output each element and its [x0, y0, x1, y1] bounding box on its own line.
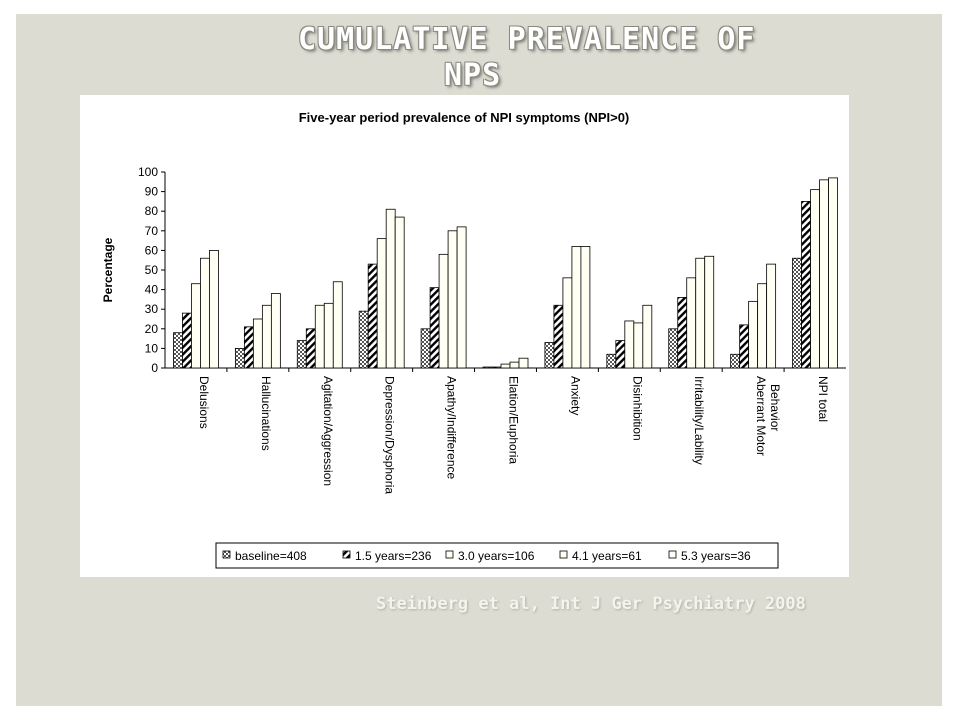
- x-category-label: Aberrant MotorBehavior: [754, 376, 782, 456]
- y-tick-label: 30: [145, 302, 159, 316]
- bar-11-series-1: [792, 257, 802, 369]
- bar-8-series-1: [606, 353, 617, 369]
- bar-4-series-4: [385, 208, 396, 369]
- bar-10-series-3: [748, 300, 759, 369]
- bar-2-series-3: [252, 318, 263, 369]
- bar-6-series-5: [518, 357, 529, 369]
- legend-label-5: 5.3 years=36: [681, 549, 751, 563]
- y-tick-label: 80: [145, 204, 159, 218]
- bar-4-series-5: [394, 216, 405, 369]
- chart-title: Five-year period prevalence of NPI sympt…: [299, 110, 630, 125]
- slide-title-line1: CUMULATIVE PREVALENCE OF: [298, 22, 756, 57]
- bar-10-series-1: [730, 353, 741, 369]
- legend-swatch-2: [342, 550, 351, 559]
- bar-7-series-1: [544, 342, 555, 369]
- bar-2-series-5: [270, 293, 281, 369]
- y-tick-label: 40: [145, 283, 159, 297]
- x-category-label: Depression/Dysphoria: [383, 376, 397, 494]
- bar-11-series-2: [801, 201, 811, 369]
- slide-title-line2: NPS: [444, 58, 502, 93]
- legend-swatch-4: [559, 550, 568, 559]
- y-tick-label: 60: [145, 243, 159, 257]
- bar-9-series-5: [704, 255, 715, 369]
- bar-11-series-5: [828, 177, 838, 369]
- bar-7-series-3: [562, 277, 573, 369]
- x-category-label: Delusions: [197, 376, 211, 429]
- x-category-label: Agitation/Aggression: [321, 376, 335, 486]
- citation-text: Steinberg et al, Int J Ger Psychiatry 20…: [376, 594, 806, 614]
- bar-9-series-4: [695, 257, 706, 369]
- bar-1-series-2: [182, 312, 192, 369]
- bar-5-series-1: [420, 328, 431, 369]
- bar-3-series-1: [296, 340, 307, 369]
- y-tick-label: 20: [145, 322, 159, 336]
- bar-3-series-5: [332, 281, 343, 369]
- chart-panel: Five-year period prevalence of NPI sympt…: [80, 95, 849, 577]
- bar-7-series-2: [553, 304, 564, 369]
- legend-swatch-3: [445, 550, 454, 559]
- x-category-label: Irritability/Lability: [692, 376, 706, 465]
- bar-5-series-4: [447, 230, 458, 369]
- bar-4-series-1: [358, 310, 369, 369]
- x-category-label: Apathy/Indifference: [445, 376, 459, 480]
- legend-label-1: baseline=408: [235, 549, 307, 563]
- bar-3-series-2: [305, 328, 316, 369]
- bar-2-series-2: [243, 326, 254, 369]
- bar-1-series-5: [209, 249, 219, 369]
- x-category-label-line: Behavior: [768, 384, 782, 431]
- bar-6-series-4: [509, 361, 520, 369]
- y-tick-label: 70: [145, 224, 159, 238]
- bar-5-series-3: [438, 253, 449, 369]
- bar-9-series-3: [686, 277, 697, 369]
- bar-5-series-5: [456, 226, 467, 369]
- bar-6-series-1: [482, 366, 493, 369]
- y-tick-label: 100: [138, 165, 158, 179]
- bar-2-series-1: [234, 347, 245, 369]
- bar-11-series-4: [819, 179, 829, 369]
- bar-5-series-2: [429, 287, 440, 369]
- y-tick-label: 0: [151, 361, 158, 375]
- y-axis-label: Percentage: [101, 237, 115, 302]
- bar-10-series-5: [766, 263, 777, 369]
- bar-3-series-4: [323, 302, 334, 369]
- bar-8-series-3: [624, 320, 635, 369]
- legend-label-4: 4.1 years=61: [572, 549, 642, 563]
- x-category-label-line: Aberrant Motor: [754, 376, 768, 456]
- x-category-label: Hallucinations: [259, 376, 273, 451]
- bar-7-series-5: [580, 246, 591, 369]
- bar-8-series-5: [642, 304, 653, 369]
- legend-swatch-1: [222, 550, 231, 559]
- legend-label-3: 3.0 years=106: [458, 549, 535, 563]
- x-category-label: Elation/Euphoria: [507, 376, 521, 464]
- prevalence-bar-chart: Five-year period prevalence of NPI sympt…: [101, 110, 846, 569]
- y-tick-label: 10: [145, 341, 159, 355]
- x-category-label: Disinhibition: [630, 376, 644, 441]
- bar-8-series-2: [615, 340, 626, 369]
- bar-2-series-4: [261, 304, 272, 369]
- bar-1-series-3: [191, 283, 201, 369]
- bar-4-series-3: [376, 238, 387, 369]
- bar-4-series-2: [367, 263, 378, 369]
- bar-8-series-4: [633, 322, 644, 369]
- legend-swatch-5: [668, 550, 677, 559]
- x-category-label: Anxiety: [568, 376, 582, 415]
- y-tick-label: 50: [145, 263, 159, 277]
- bar-10-series-4: [757, 283, 768, 369]
- legend-label-2: 1.5 years=236: [355, 549, 432, 563]
- x-category-label: NPI total: [816, 376, 830, 422]
- bar-1-series-4: [200, 257, 210, 369]
- bar-1-series-1: [173, 332, 183, 369]
- bar-9-series-2: [677, 297, 688, 369]
- bar-11-series-3: [810, 189, 820, 369]
- y-tick-label: 90: [145, 185, 159, 199]
- legend-box: [215, 542, 779, 569]
- bar-10-series-2: [739, 324, 750, 369]
- bar-6-series-2: [491, 366, 502, 369]
- bar-7-series-4: [571, 246, 582, 369]
- bar-6-series-3: [500, 363, 511, 369]
- bar-3-series-3: [314, 304, 325, 369]
- bar-9-series-1: [668, 328, 679, 369]
